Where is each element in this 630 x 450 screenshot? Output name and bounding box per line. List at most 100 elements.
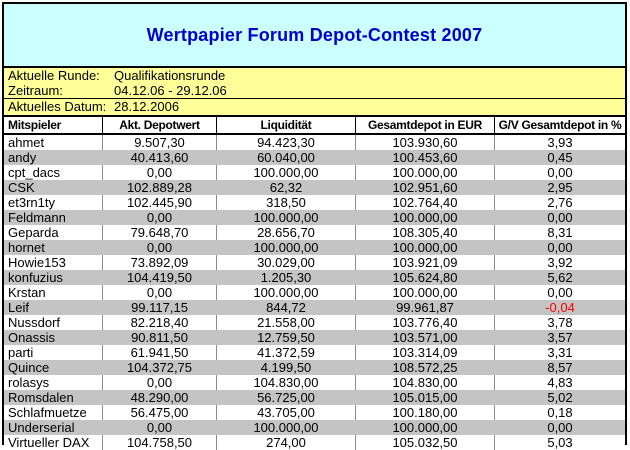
value-cell: 0,00 bbox=[103, 285, 217, 300]
value-cell: 103.921,09 bbox=[356, 255, 495, 270]
period-line: Zeitraum: 04.12.06 - 29.12.06 bbox=[4, 83, 625, 98]
value-cell: 8,31 bbox=[495, 225, 625, 240]
value-cell: 5,02 bbox=[495, 390, 625, 405]
table-row: rolasys 0,00 104.830,00 104.830,00 4,83 bbox=[4, 375, 625, 390]
value-cell: 100.000,00 bbox=[217, 240, 356, 255]
player-name-cell: Romsdalen bbox=[4, 390, 103, 405]
value-cell: 90.811,50 bbox=[103, 330, 217, 345]
value-cell: 62,32 bbox=[217, 180, 356, 195]
value-cell: 100.000,00 bbox=[217, 285, 356, 300]
player-name-cell: Virtueller DAX bbox=[4, 435, 103, 450]
value-cell: 28.656,70 bbox=[217, 225, 356, 240]
value-cell: 102.445,90 bbox=[103, 195, 217, 210]
value-cell: 3,57 bbox=[495, 330, 625, 345]
value-cell: 82.218,40 bbox=[103, 315, 217, 330]
player-name-cell: Howie153 bbox=[4, 255, 103, 270]
table-row: Krstan 0,00 100.000,00 100.000,00 0,00 bbox=[4, 285, 625, 300]
current-date-label: Aktuelles Datum: bbox=[8, 99, 107, 114]
current-date-value: 28.12.2006 bbox=[114, 99, 180, 114]
value-cell: 105.032,50 bbox=[356, 435, 495, 450]
value-cell: 108.572,25 bbox=[356, 360, 495, 375]
table-body: ahmet 9.507,30 94.423,30 103.930,60 3,93 andy… bbox=[4, 135, 625, 450]
value-cell: 61.941,50 bbox=[103, 345, 217, 360]
table-row: Feldmann 0,00 100.000,00 100.000,00 0,00 bbox=[4, 210, 625, 225]
value-cell: -0,04 bbox=[495, 300, 625, 315]
value-cell: 0,00 bbox=[495, 240, 625, 255]
header-row: Mitspieler Akt. Depotwert Liquidität Ges… bbox=[4, 117, 625, 135]
table-row: Nussdorf 82.218,40 21.558,00 103.776,40 3,78 bbox=[4, 315, 625, 330]
value-cell: 5,03 bbox=[495, 435, 625, 450]
value-cell: 104.419,50 bbox=[103, 270, 217, 285]
value-cell: 100.000,00 bbox=[356, 240, 495, 255]
value-cell: 40.413,60 bbox=[103, 150, 217, 165]
table-row: konfuzius 104.419,50 1.205,30 105.624,80 5,6… bbox=[4, 270, 625, 285]
current-date-line: Aktuelles Datum: 28.12.2006 bbox=[4, 99, 625, 115]
table-row: parti 61.941,50 41.372,59 103.314,09 3,31 bbox=[4, 345, 625, 360]
column-header-gv-prozent: G/V Gesamtdepot in % bbox=[495, 117, 625, 135]
value-cell: 103.571,00 bbox=[356, 330, 495, 345]
value-cell: 12.759,50 bbox=[217, 330, 356, 345]
table-row: Quince 104.372,75 4.199,50 108.572,25 8,57 bbox=[4, 360, 625, 375]
value-cell: 100.000,00 bbox=[356, 210, 495, 225]
value-cell: 8,57 bbox=[495, 360, 625, 375]
page-title: Wertpapier Forum Depot-Contest 2007 bbox=[146, 24, 483, 45]
table-row: Schlafmuetze 56.475,00 43.705,00 100.180,00… bbox=[4, 405, 625, 420]
value-cell: 108.305,40 bbox=[356, 225, 495, 240]
value-cell: 104.758,50 bbox=[103, 435, 217, 450]
value-cell: 73.892,09 bbox=[103, 255, 217, 270]
value-cell: 1.205,30 bbox=[217, 270, 356, 285]
column-header-mitspieler: Mitspieler bbox=[4, 117, 103, 135]
period-label: Zeitraum: bbox=[8, 83, 63, 98]
player-name-cell: Underserial bbox=[4, 420, 103, 435]
player-name-cell: parti bbox=[4, 345, 103, 360]
player-name-cell: Schlafmuetze bbox=[4, 405, 103, 420]
value-cell: 100.000,00 bbox=[217, 420, 356, 435]
player-name-cell: CSK bbox=[4, 180, 103, 195]
value-cell: 43.705,00 bbox=[217, 405, 356, 420]
value-cell: 5,62 bbox=[495, 270, 625, 285]
column-header-gesamtdepot-eur: Gesamtdepot in EUR bbox=[356, 117, 495, 135]
value-cell: 9.507,30 bbox=[103, 135, 217, 150]
value-cell: 0,00 bbox=[495, 210, 625, 225]
player-name-cell: Nussdorf bbox=[4, 315, 103, 330]
value-cell: 105.015,00 bbox=[356, 390, 495, 405]
value-cell: 104.830,00 bbox=[356, 375, 495, 390]
value-cell: 3,31 bbox=[495, 345, 625, 360]
value-cell: 104.830,00 bbox=[217, 375, 356, 390]
value-cell: 100.453,60 bbox=[356, 150, 495, 165]
value-cell: 0,00 bbox=[103, 165, 217, 180]
player-name-cell: Feldmann bbox=[4, 210, 103, 225]
player-name-cell: Leif bbox=[4, 300, 103, 315]
player-name-cell: Geparda bbox=[4, 225, 103, 240]
value-cell: 100.000,00 bbox=[356, 420, 495, 435]
value-cell: 3,92 bbox=[495, 255, 625, 270]
table-row: et3rn1ty 102.445,90 318,50 102.764,40 2,76 bbox=[4, 195, 625, 210]
current-round-line: Aktuelle Runde: Qualifikationsrunde bbox=[4, 68, 625, 83]
value-cell: 318,50 bbox=[217, 195, 356, 210]
value-cell: 2,95 bbox=[495, 180, 625, 195]
value-cell: 103.930,60 bbox=[356, 135, 495, 150]
value-cell: 844,72 bbox=[217, 300, 356, 315]
value-cell: 0,18 bbox=[495, 405, 625, 420]
value-cell: 4,83 bbox=[495, 375, 625, 390]
value-cell: 3,93 bbox=[495, 135, 625, 150]
player-name-cell: hornet bbox=[4, 240, 103, 255]
value-cell: 103.776,40 bbox=[356, 315, 495, 330]
standings-table: Mitspieler Akt. Depotwert Liquidität Ges… bbox=[4, 117, 625, 450]
value-cell: 102.889,28 bbox=[103, 180, 217, 195]
value-cell: 94.423,30 bbox=[217, 135, 356, 150]
value-cell: 100.000,00 bbox=[217, 210, 356, 225]
player-name-cell: et3rn1ty bbox=[4, 195, 103, 210]
player-name-cell: rolasys bbox=[4, 375, 103, 390]
table-row: Romsdalen 48.290,00 56.725,00 105.015,00 5,0… bbox=[4, 390, 625, 405]
value-cell: 2,76 bbox=[495, 195, 625, 210]
player-name-cell: cpt_dacs bbox=[4, 165, 103, 180]
table-header: Mitspieler Akt. Depotwert Liquidität Ges… bbox=[4, 117, 625, 135]
value-cell: 30.029,00 bbox=[217, 255, 356, 270]
current-round-value: Qualifikationsrunde bbox=[114, 68, 226, 83]
player-name-cell: andy bbox=[4, 150, 103, 165]
table-row: Geparda 79.648,70 28.656,70 108.305,40 8,31 bbox=[4, 225, 625, 240]
player-name-cell: ahmet bbox=[4, 135, 103, 150]
player-name-cell: konfuzius bbox=[4, 270, 103, 285]
